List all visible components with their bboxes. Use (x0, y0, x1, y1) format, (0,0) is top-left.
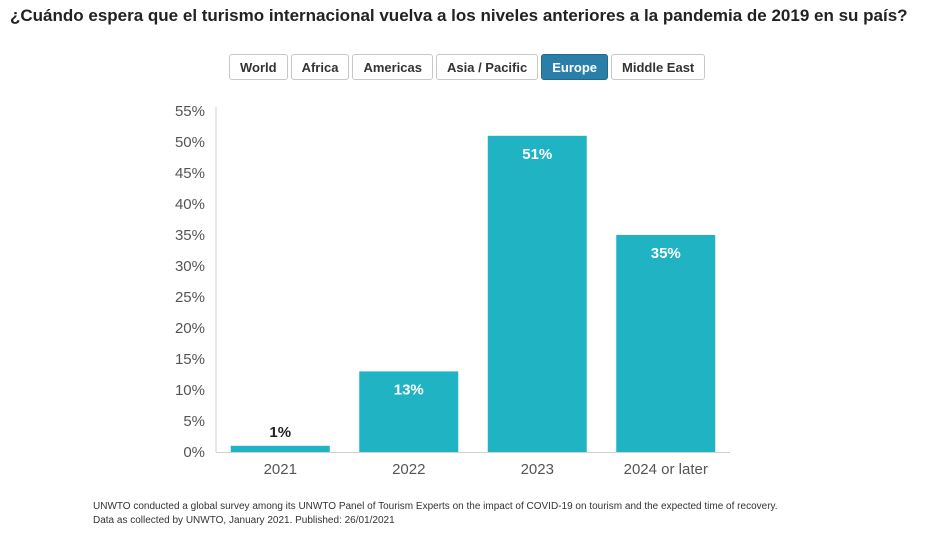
y-tick-label: 15% (175, 351, 205, 368)
tab-world[interactable]: World (229, 54, 288, 80)
tab-americas[interactable]: Americas (352, 54, 433, 80)
y-tick-label: 45% (175, 165, 205, 182)
data-label: 51% (522, 146, 552, 163)
region-tabs: World Africa Americas Asia / Pacific Eur… (229, 54, 706, 80)
footnote-line-2: Data as collected by UNWTO, January 2021… (93, 515, 395, 526)
y-tick-label: 35% (175, 227, 205, 244)
x-tick-label: 2023 (521, 461, 554, 478)
footnote-line-1: UNWTO conducted a global survey among it… (93, 501, 778, 512)
y-tick-label: 30% (175, 258, 205, 275)
bar (359, 371, 459, 452)
y-tick-label: 55% (175, 103, 205, 120)
x-tick-label: 2022 (392, 461, 425, 478)
x-tick-label: 2021 (264, 461, 297, 478)
y-tick-label: 0% (183, 444, 205, 461)
bar (230, 445, 330, 452)
bar (487, 135, 587, 453)
tab-africa[interactable]: Africa (290, 54, 350, 80)
y-tick-label: 50% (175, 134, 205, 151)
data-label: 35% (651, 245, 681, 262)
y-tick-label: 40% (175, 196, 205, 213)
x-tick-label: 2024 or later (624, 461, 708, 478)
data-label: 1% (269, 424, 291, 441)
bar (616, 235, 716, 452)
y-tick-label: 25% (175, 289, 205, 306)
y-tick-label: 5% (183, 413, 205, 430)
data-label: 13% (394, 381, 424, 398)
tab-asia-pacific[interactable]: Asia / Pacific (436, 54, 539, 80)
y-tick-label: 10% (175, 382, 205, 399)
chart-title: ¿Cuándo espera que el turismo internacio… (10, 6, 908, 25)
footnote: UNWTO conducted a global survey among it… (93, 500, 778, 528)
y-tick-label: 20% (175, 320, 205, 337)
tab-europe[interactable]: Europe (541, 54, 609, 80)
tab-middle-east[interactable]: Middle East (611, 54, 706, 80)
